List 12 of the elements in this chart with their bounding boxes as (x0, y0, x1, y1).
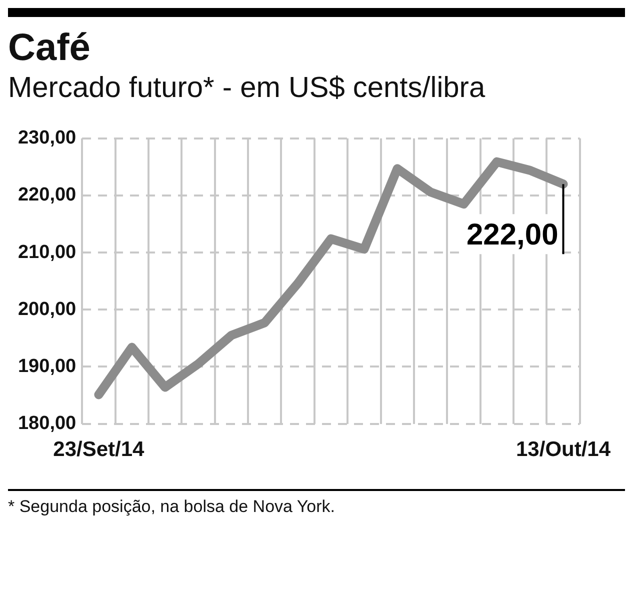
y-tick-label: 180,00 (18, 413, 76, 434)
chart-subtitle: Mercado futuro* - em US$ cents/libra (8, 71, 486, 106)
y-tick-label: 220,00 (18, 184, 76, 206)
x-tick-label: 23/Set/14 (53, 438, 145, 462)
y-tick-label: 200,00 (18, 298, 76, 320)
x-tick-label: 13/Out/14 (516, 438, 611, 462)
y-tick-label: 190,00 (18, 356, 76, 377)
text: * Segunda posição, na bolsa de Nova York. (8, 497, 336, 517)
y-tick-label: 210,00 (18, 242, 76, 263)
annotation: 222,00 (466, 218, 558, 252)
chart-title: Café (8, 27, 92, 69)
y-tick-label: 230,00 (18, 128, 76, 149)
